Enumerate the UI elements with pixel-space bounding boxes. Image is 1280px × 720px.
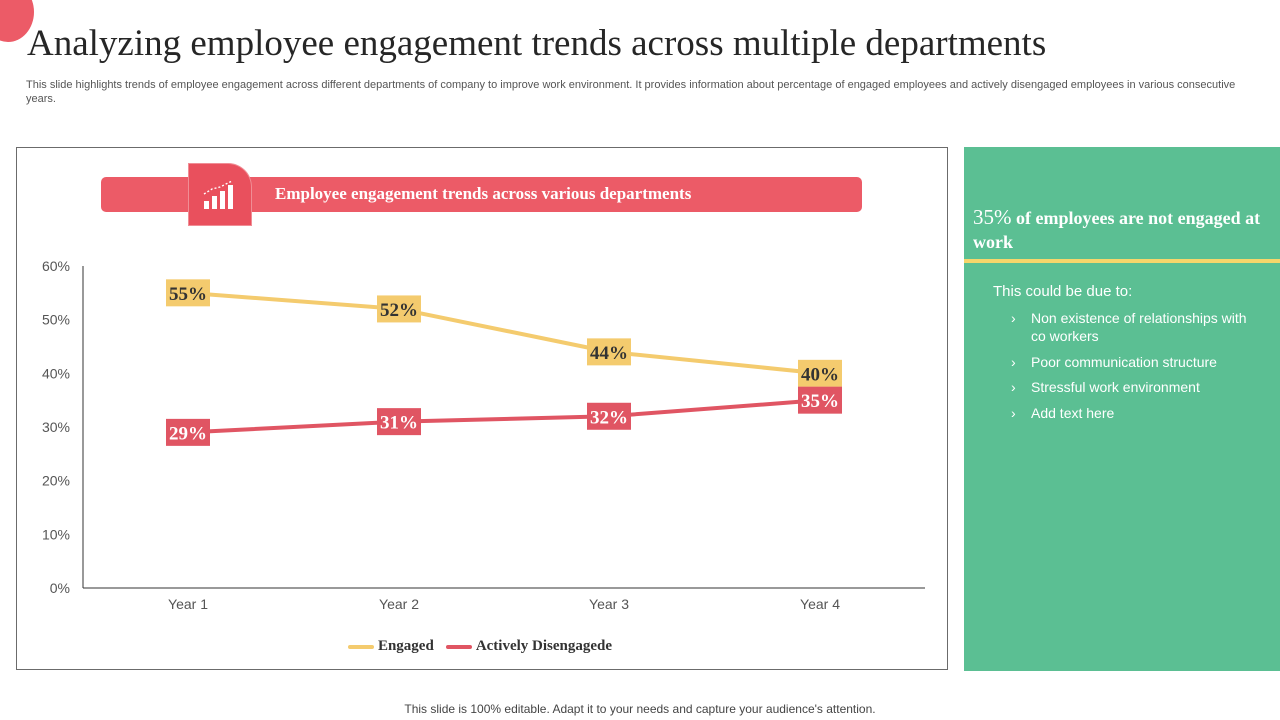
y-tick-label: 0% <box>50 580 70 596</box>
data-label-box <box>166 418 210 446</box>
y-tick-label: 40% <box>42 365 70 381</box>
data-label-box <box>166 279 210 307</box>
legend-swatch-engaged <box>347 644 374 649</box>
bar-chart-icon <box>203 180 233 209</box>
legend-swatch-disengaged <box>445 644 472 649</box>
list-item-text: Stressful work environment <box>1031 379 1200 395</box>
data-label: 44% <box>590 343 628 364</box>
chart-icon-tab <box>188 163 252 226</box>
series-line-disengaged <box>186 398 822 435</box>
legend-label-engaged: Engaged <box>377 638 434 654</box>
reasons-list: › Non existence of relationships with co … <box>1011 309 1251 429</box>
y-tick-label: 30% <box>42 419 70 435</box>
chevron-right-icon: › <box>1011 310 1016 326</box>
page-subtitle: This slide highlights trends of employee… <box>26 79 1236 105</box>
chart-title: Employee engagement trends across variou… <box>275 184 692 203</box>
data-label: 31% <box>380 413 418 434</box>
data-label: 29% <box>169 423 207 444</box>
list-item-text: Non existence of relationships with co w… <box>1031 310 1247 344</box>
chart-frame <box>16 147 948 670</box>
data-label: 55% <box>169 284 207 305</box>
data-label: 52% <box>380 300 418 321</box>
y-tick-label: 20% <box>42 473 70 489</box>
data-label-box <box>587 338 631 366</box>
data-label-box <box>587 402 631 430</box>
legend-label-disengaged: Actively Disengagede <box>475 638 613 654</box>
legend-item-disengaged: Actively Disengagede <box>445 638 613 655</box>
insight-panel <box>964 147 1280 671</box>
insight-headline: 35% of employees are not engaged at work <box>973 205 1273 254</box>
data-label-box <box>377 408 421 436</box>
list-item: › Stressful work environment <box>1011 378 1251 396</box>
list-item: › Non existence of relationships with co … <box>1011 309 1251 345</box>
insight-divider <box>964 259 1280 263</box>
data-label-box <box>377 295 421 323</box>
page-title: Analyzing employee engagement trends acr… <box>27 23 1047 64</box>
chart-legend: Engaged Actively Disengagede <box>0 638 960 655</box>
chevron-right-icon: › <box>1011 353 1016 370</box>
data-label: 35% <box>801 391 839 412</box>
chevron-right-icon: › <box>1011 404 1016 421</box>
data-label: 40% <box>801 364 839 385</box>
legend-item-engaged: Engaged <box>347 638 434 655</box>
insight-headline-text: of employees are not engaged at work <box>973 208 1261 252</box>
x-tick-label: Year 2 <box>379 596 419 612</box>
line-chart: 0% 10% 20% 30% 40% 50% 60% Year 1 Year 2 Year 3 Ye… <box>42 258 925 612</box>
footer-note: This slide is 100% editable. Adapt it to… <box>404 702 876 716</box>
data-label-box <box>798 359 842 387</box>
list-item: › Add text here <box>1011 404 1251 422</box>
x-tick-label: Year 4 <box>800 596 840 612</box>
x-tick-label: Year 1 <box>168 596 208 612</box>
x-tick-label: Year 3 <box>589 596 629 612</box>
y-tick-label: 60% <box>42 258 70 274</box>
list-item: › Poor communication structure <box>1011 353 1251 371</box>
y-tick-label: 10% <box>42 526 70 542</box>
list-item-text: Add text here <box>1031 404 1115 421</box>
chevron-right-icon: › <box>1011 379 1016 395</box>
insight-percentage: 35% <box>973 205 1012 229</box>
data-label: 32% <box>590 407 628 428</box>
data-label-box <box>798 386 842 414</box>
insight-intro: This could be due to: <box>993 283 1133 300</box>
series-line-engaged <box>186 290 822 376</box>
list-item-text: Poor communication structure <box>1031 353 1217 370</box>
y-tick-label: 50% <box>42 312 70 328</box>
